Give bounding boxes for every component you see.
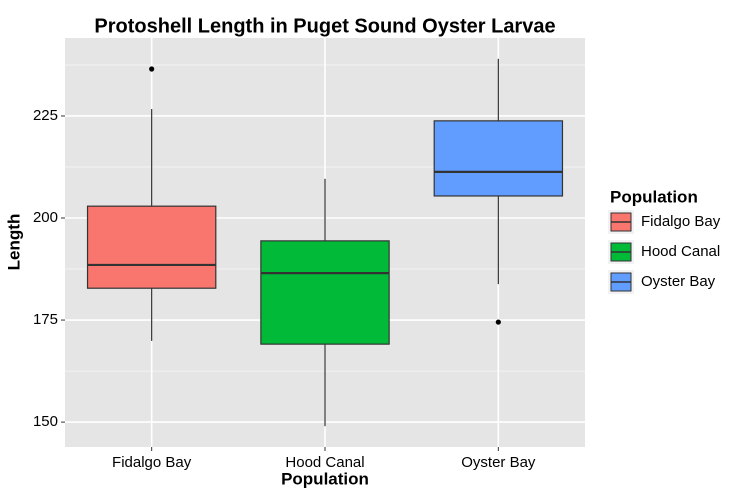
y-tick-label: 200 <box>33 209 58 226</box>
legend-label: Fidalgo Bay <box>641 213 721 230</box>
chart-title: Protoshell Length in Puget Sound Oyster … <box>94 15 555 37</box>
legend-label: Hood Canal <box>641 243 720 260</box>
y-tick-label: 150 <box>33 413 58 430</box>
box <box>260 240 390 345</box>
y-axis-title: Length <box>4 214 23 271</box>
x-tick-label: Hood Canal <box>285 454 364 471</box>
x-tick-label: Oyster Bay <box>461 454 536 471</box>
y-tick-label: 175 <box>33 311 58 328</box>
legend-title: Population <box>610 187 698 206</box>
outlier <box>495 319 501 325</box>
outlier <box>149 66 155 72</box>
x-axis-title: Population <box>281 469 369 488</box>
box <box>86 205 217 289</box>
legend-label: Oyster Bay <box>641 273 716 290</box>
x-tick-label: Fidalgo Bay <box>112 454 192 471</box>
y-tick-label: 225 <box>33 107 58 124</box>
box <box>433 120 564 197</box>
